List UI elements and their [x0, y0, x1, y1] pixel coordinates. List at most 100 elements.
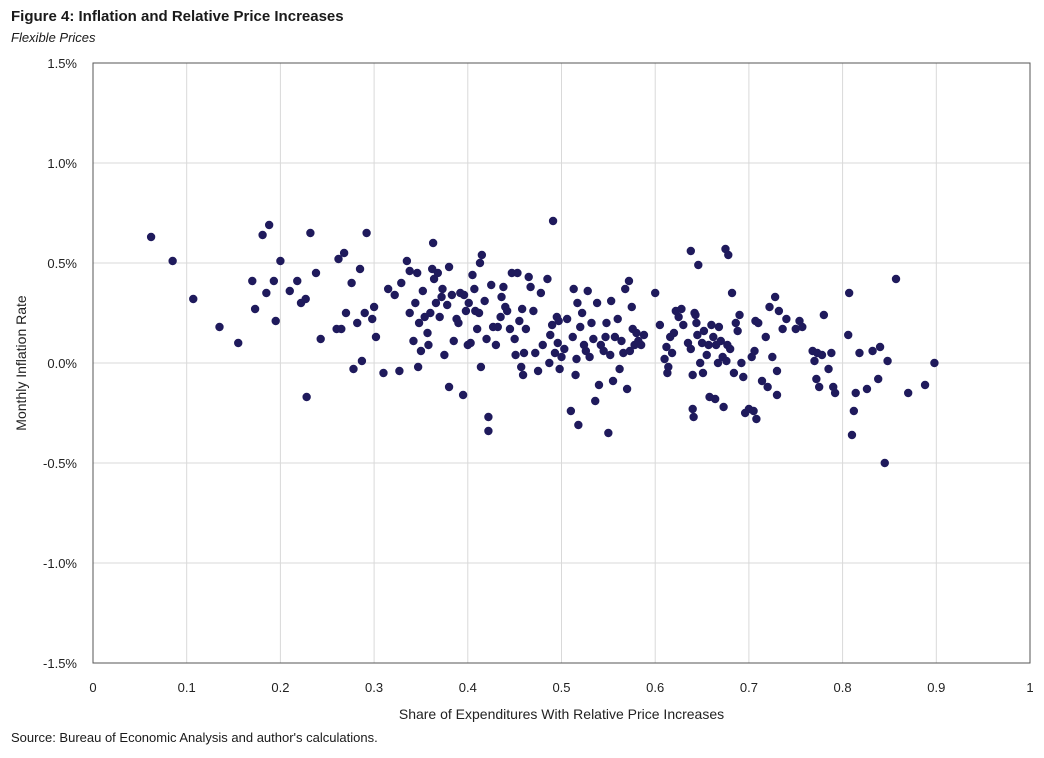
data-point: [604, 428, 613, 438]
data-point: [413, 362, 423, 372]
data-point: [497, 292, 506, 302]
data-point: [545, 358, 554, 368]
data-point: [502, 306, 512, 316]
x-tick-label: 0.6: [646, 680, 664, 695]
data-point: [517, 304, 527, 314]
data-point: [814, 382, 824, 392]
data-point: [271, 316, 280, 326]
data-point: [482, 334, 491, 344]
data-point: [669, 328, 679, 338]
data-point: [484, 412, 493, 422]
data-point: [536, 288, 546, 298]
data-point: [749, 406, 758, 416]
data-point: [862, 384, 872, 394]
data-point: [778, 324, 787, 334]
data-point: [791, 324, 800, 334]
data-point: [146, 232, 156, 242]
data-point: [234, 338, 243, 348]
data-point: [269, 276, 279, 286]
data-point: [716, 336, 725, 346]
data-point: [285, 286, 294, 296]
data-point: [428, 238, 438, 248]
data-point: [655, 320, 665, 330]
data-point: [424, 340, 433, 350]
data-point: [437, 292, 446, 302]
data-point: [543, 274, 552, 284]
y-axis-label: Monthly Inflation Rate: [13, 295, 29, 431]
data-point: [517, 362, 526, 372]
data-point: [466, 338, 475, 348]
data-point: [688, 404, 697, 414]
data-point: [874, 374, 883, 384]
data-point: [371, 332, 381, 342]
data-point: [617, 336, 626, 346]
data-point: [562, 314, 572, 324]
data-point: [710, 394, 720, 404]
data-point: [444, 382, 454, 392]
data-point: [694, 260, 703, 270]
data-point: [819, 310, 829, 320]
data-point: [276, 256, 285, 266]
data-point: [505, 324, 515, 334]
data-point: [713, 358, 723, 368]
data-point: [531, 348, 540, 358]
data-point: [433, 268, 443, 278]
data-point: [625, 346, 635, 356]
data-point: [581, 346, 591, 356]
y-tick-label: -0.5%: [43, 456, 77, 471]
data-point: [397, 278, 406, 288]
data-point: [355, 264, 365, 274]
data-point: [362, 228, 371, 238]
data-point: [585, 352, 594, 362]
data-point: [699, 326, 709, 336]
data-point: [339, 248, 349, 258]
x-tick-label: 1: [1026, 680, 1033, 695]
data-point: [311, 268, 321, 278]
data-point: [714, 322, 724, 332]
plot-frame: [92, 62, 1031, 664]
data-point: [423, 328, 432, 338]
data-point: [621, 284, 630, 294]
data-point: [418, 286, 428, 296]
data-point: [402, 256, 412, 266]
data-point: [774, 306, 784, 316]
data-point: [533, 366, 543, 376]
data-point: [660, 354, 669, 364]
data-point: [737, 358, 746, 368]
data-point: [677, 304, 686, 314]
data-point: [262, 288, 271, 298]
data-point: [830, 388, 840, 398]
data-point: [475, 258, 485, 268]
y-tick-label: 0.5%: [47, 256, 77, 271]
x-tick-label: 0.5: [552, 680, 570, 695]
data-point: [442, 300, 452, 310]
data-point: [571, 370, 580, 380]
data-point: [409, 336, 418, 346]
data-point: [868, 346, 877, 356]
x-tick-label: 0.9: [927, 680, 945, 695]
data-point: [334, 254, 343, 264]
data-point: [719, 402, 728, 412]
data-point: [679, 320, 688, 330]
data-point: [316, 334, 325, 344]
data-point: [782, 314, 791, 324]
data-point: [589, 334, 598, 344]
data-point: [772, 366, 782, 376]
data-point: [357, 356, 367, 366]
data-point: [435, 312, 444, 322]
data-point: [875, 342, 885, 352]
x-tick-label: 0.8: [834, 680, 852, 695]
data-point: [459, 290, 469, 300]
data-point: [557, 352, 566, 362]
data-point: [521, 324, 531, 334]
data-point: [731, 318, 740, 328]
data-point: [798, 322, 807, 332]
data-point: [667, 348, 677, 358]
data-point: [431, 298, 441, 308]
data-point: [587, 318, 596, 328]
data-point: [613, 314, 622, 324]
data-point: [426, 308, 435, 318]
data-point: [851, 388, 860, 398]
data-point: [487, 280, 496, 290]
data-point: [547, 320, 557, 330]
